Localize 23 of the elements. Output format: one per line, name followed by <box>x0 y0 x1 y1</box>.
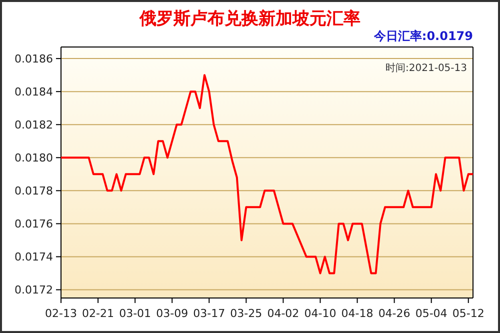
x-tick-label: 02-13 <box>45 307 77 320</box>
text: 今日汇率:0.0179 <box>372 29 473 43</box>
x-tick-label: 04-10 <box>304 307 336 320</box>
x-tick-label: 04-18 <box>341 307 374 320</box>
x-tick-label: 03-17 <box>193 307 226 320</box>
y-tick-label: 0.0184 <box>14 85 53 98</box>
x-tick-label: 04-26 <box>378 307 410 320</box>
y-tick-label: 0.0172 <box>14 284 53 297</box>
y-tick-label: 0.0178 <box>14 184 53 198</box>
x-tick-label: 03-09 <box>156 307 188 320</box>
chart-title: 俄罗斯卢布兑换新加坡元汇率 <box>138 9 360 29</box>
y-tick-label: 0.0180 <box>14 151 53 164</box>
x-tick-label: 03-01 <box>119 307 152 320</box>
y-tick-label: 0.0182 <box>14 118 53 132</box>
x-tick-label: 02-21 <box>82 307 114 320</box>
y-tick-label: 0.0176 <box>14 218 53 231</box>
annotation: 时间:2021-05-13 <box>386 62 467 74</box>
y-tick-label: 0.0174 <box>14 250 53 264</box>
y-tick-label: 0.0186 <box>14 52 53 66</box>
x-tick-label: 05-12 <box>452 307 484 320</box>
x-tick-label: 03-25 <box>230 307 262 320</box>
x-tick-label: 05-04 <box>415 307 448 320</box>
x-tick-label: 04-02 <box>267 307 300 320</box>
